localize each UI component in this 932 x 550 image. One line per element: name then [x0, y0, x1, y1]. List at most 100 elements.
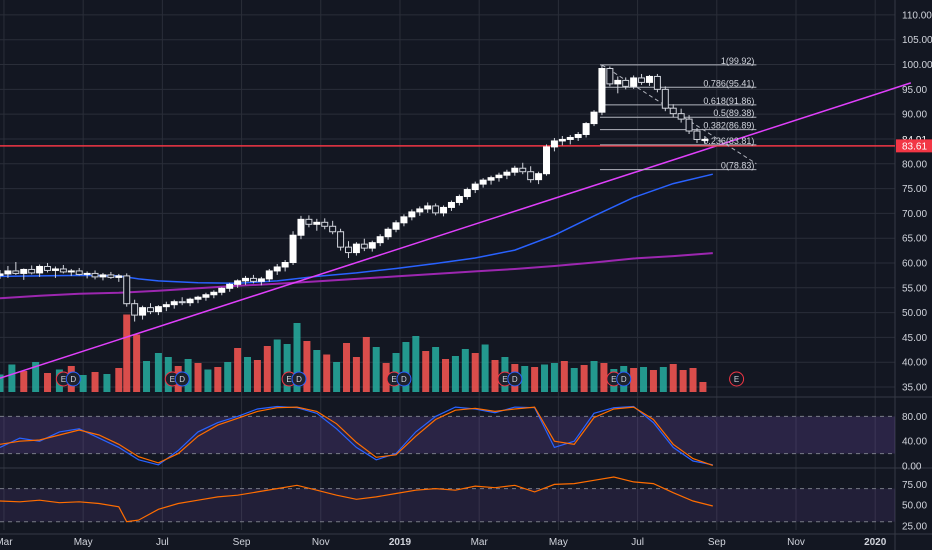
- earnings-marker[interactable]: [729, 371, 745, 387]
- candle-body: [400, 216, 408, 224]
- fib-level-label: 0.382(86.89): [703, 121, 754, 131]
- stochastic-panel[interactable]: [0, 405, 895, 466]
- candle-body: [416, 208, 424, 213]
- candle-body: [344, 246, 352, 254]
- volume-bar: [442, 359, 450, 392]
- volume-bar: [115, 368, 123, 392]
- volume-bar: [491, 360, 499, 392]
- candle-body: [337, 231, 345, 248]
- candle-body: [59, 268, 67, 273]
- dividend-marker[interactable]: [65, 371, 81, 387]
- candle-body: [265, 270, 273, 280]
- dividend-marker[interactable]: [507, 371, 523, 387]
- price-tick-label: 80.00: [902, 159, 927, 170]
- dividend-marker[interactable]: [616, 371, 632, 387]
- volume-bar: [214, 367, 222, 392]
- volume-bar: [649, 370, 657, 392]
- candle-body: [0, 273, 4, 276]
- volume-bar: [432, 347, 440, 392]
- stochastic-tick-label: 80.00: [902, 412, 927, 423]
- volume-bar: [481, 344, 489, 392]
- volume-bar: [20, 371, 28, 392]
- dividend-marker[interactable]: [174, 371, 190, 387]
- price-label-box: [896, 139, 932, 153]
- candle-body: [519, 167, 527, 173]
- candle-body: [535, 173, 543, 181]
- candle-body: [685, 118, 693, 132]
- volume-bar: [234, 348, 242, 392]
- volume-bar: [679, 370, 687, 392]
- candle-body: [432, 205, 440, 214]
- candle-body: [281, 262, 289, 268]
- candle-body: [12, 270, 20, 274]
- volume-bar: [32, 362, 40, 392]
- candle-body: [638, 77, 646, 83]
- volume-bar: [333, 362, 341, 392]
- price-tick-label: 95.00: [902, 85, 927, 96]
- candle-body: [297, 218, 305, 236]
- price-panel[interactable]: 1(99.92) 0.786(95.41) 0.618(91.86) 0.5(89.3…: [0, 56, 912, 392]
- stochastic-k-line: [0, 405, 713, 466]
- stochastic-band: [0, 416, 895, 454]
- fib-level-label: 1(99.92): [721, 56, 755, 66]
- volume-bar: [194, 363, 202, 392]
- volume-bar: [461, 349, 469, 392]
- volume-bar: [293, 323, 301, 392]
- marker-label: D: [296, 375, 302, 384]
- volume-bar: [253, 360, 261, 392]
- dividend-marker[interactable]: [291, 371, 307, 387]
- volume-bar: [8, 364, 16, 392]
- candle-body: [242, 277, 250, 282]
- candle-body: [139, 307, 147, 316]
- stochastic-tick-label: 40.00: [902, 437, 927, 448]
- candle-body: [218, 287, 226, 293]
- rsi-tick-label: 50.00: [902, 501, 927, 512]
- marker-label: D: [621, 375, 627, 384]
- marker-label: D: [401, 375, 407, 384]
- candle-body: [273, 266, 281, 272]
- candle-body: [574, 133, 582, 138]
- candle-body: [606, 68, 614, 85]
- candle-body: [550, 140, 558, 148]
- volume-bar: [362, 337, 370, 392]
- candle-body: [194, 296, 202, 300]
- marker-label: E: [286, 375, 291, 384]
- candle-body: [645, 75, 653, 83]
- marker-label: E: [502, 375, 507, 384]
- fib-level-label: 0.786(95.41): [703, 78, 754, 88]
- candle-body: [566, 136, 574, 140]
- candle-body: [91, 272, 99, 278]
- candle-body: [107, 274, 115, 278]
- candle-body: [376, 236, 384, 244]
- candle-body: [115, 275, 123, 278]
- volume-bar: [521, 366, 529, 392]
- volume-bar: [352, 357, 360, 392]
- price-tick-label: 40.00: [902, 358, 927, 369]
- candle-body: [226, 283, 234, 289]
- price-tick-label: 45.00: [902, 333, 927, 344]
- rsi-panel[interactable]: [0, 476, 895, 523]
- candle-body: [408, 211, 416, 218]
- candle-body: [392, 222, 400, 230]
- candle-body: [661, 88, 669, 109]
- volume-bar: [79, 375, 87, 392]
- candle-body: [527, 171, 535, 181]
- price-tick-label: 90.00: [902, 110, 927, 121]
- candle-body: [440, 206, 448, 214]
- candle-body: [75, 270, 83, 275]
- rsi-tick-label: 75.00: [902, 480, 927, 491]
- candle-body: [503, 171, 511, 176]
- candle-body: [677, 113, 685, 120]
- candle-body: [313, 221, 321, 225]
- dividend-marker[interactable]: [396, 371, 412, 387]
- time-tick-label: Mar: [471, 537, 489, 548]
- candle-body: [131, 303, 139, 316]
- candle-body: [598, 68, 606, 113]
- price-tick-label: 110.00: [902, 10, 932, 21]
- volume-bar: [91, 372, 99, 392]
- marker-label: D: [179, 375, 185, 384]
- trend-line[interactable]: [0, 82, 912, 379]
- time-tick-label: 2019: [389, 537, 412, 548]
